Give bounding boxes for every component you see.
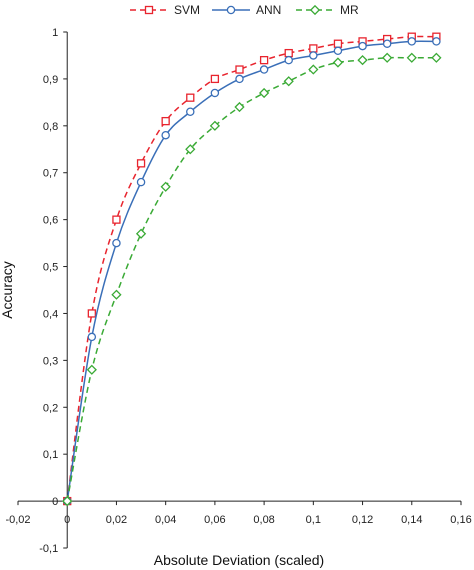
- x-tick-label: -0,02: [5, 514, 30, 526]
- data-point-mr: [357, 55, 368, 66]
- series-ann: [62, 37, 441, 506]
- data-point-svm: [333, 39, 343, 48]
- y-tick-label: 0,8: [43, 121, 58, 133]
- x-axis-title: Absolute Deviation (scaled): [154, 552, 324, 568]
- series-mr: [62, 52, 442, 507]
- legend-item-mr: MR: [296, 3, 359, 17]
- data-point-svm: [235, 65, 244, 74]
- series-layer: [62, 32, 442, 507]
- y-tick-label: 0: [52, 496, 58, 508]
- data-point-ann: [161, 130, 170, 140]
- data-point-svm: [309, 44, 318, 53]
- legend-item-ann: ANN: [212, 3, 281, 17]
- series-line-ann: [66, 40, 437, 502]
- data-point-svm: [284, 48, 293, 58]
- data-point-mr: [258, 87, 270, 99]
- legend-item-svm: SVM: [130, 3, 200, 17]
- data-point-mr: [111, 289, 122, 300]
- data-point-mr: [160, 181, 171, 192]
- data-point-ann: [186, 107, 195, 116]
- data-point-svm: [112, 215, 121, 224]
- axes: -0,1 0 0,1 0,2 0,3 0,4 0,5 0,6 0,7 0,8 0,9 1 -0,02 0 0…: [5, 27, 471, 555]
- data-point-mr: [185, 144, 196, 155]
- data-point-ann: [407, 37, 417, 46]
- x-tick-label: 0: [64, 514, 70, 526]
- data-point-svm: [259, 55, 269, 65]
- legend: SVM ANN MR: [130, 3, 359, 17]
- data-point-mr: [86, 364, 97, 375]
- data-point-ann: [309, 51, 318, 60]
- x-tick-label: 0,16: [450, 514, 471, 526]
- data-point-mr: [431, 52, 442, 63]
- y-tick-label: -0,1: [39, 543, 58, 555]
- y-tick-label: 0,1: [43, 449, 58, 461]
- x-tick-label: 0,02: [106, 514, 127, 526]
- series-line-mr: [66, 56, 437, 502]
- series-svm: [63, 32, 441, 506]
- data-point-ann: [284, 55, 293, 65]
- data-point-svm: [161, 116, 170, 126]
- data-point-svm: [210, 74, 220, 84]
- y-tick-label: 0,7: [43, 168, 58, 180]
- legend-marker: [226, 5, 236, 15]
- data-point-mr: [135, 228, 147, 239]
- x-tick-label: 0,08: [253, 514, 274, 526]
- y-tick-label: 0,3: [43, 355, 58, 367]
- x-tick-label: 0,06: [204, 514, 225, 526]
- y-tick-label: 0,6: [43, 215, 58, 227]
- series-line-svm: [66, 35, 437, 502]
- legend-marker: [144, 5, 154, 15]
- y-tick-label: 0,5: [43, 262, 58, 274]
- legend-label: MR: [340, 3, 359, 17]
- data-point-mr: [62, 495, 73, 507]
- data-point-mr: [406, 52, 417, 63]
- data-point-mr: [332, 57, 344, 68]
- data-point-ann: [382, 39, 392, 48]
- data-point-svm: [136, 159, 146, 168]
- y-tick-label: 0,4: [43, 308, 58, 320]
- x-tick-label: 0,04: [155, 514, 176, 526]
- data-point-ann: [136, 177, 146, 187]
- data-point-svm: [186, 93, 195, 102]
- legend-label: ANN: [256, 3, 281, 17]
- data-point-mr: [209, 120, 221, 131]
- data-point-ann: [358, 41, 367, 51]
- data-point-ann: [235, 74, 244, 84]
- legend-marker: [309, 4, 321, 16]
- x-tick-label: 0,1: [306, 514, 321, 526]
- data-point-ann: [259, 65, 269, 74]
- legend-label: SVM: [174, 3, 200, 17]
- data-point-ann: [210, 88, 220, 98]
- data-point-mr: [234, 101, 245, 113]
- data-point-svm: [87, 309, 96, 318]
- data-point-mr: [308, 64, 319, 75]
- data-point-ann: [87, 332, 97, 342]
- x-tick-label: 0,14: [401, 514, 422, 526]
- y-tick-label: 0,9: [43, 74, 58, 86]
- y-tick-label: 0,2: [43, 402, 58, 414]
- y-tick-label: 1: [52, 27, 58, 39]
- y-axis-title: Accuracy: [0, 261, 15, 319]
- x-tick-label: 0,12: [352, 514, 373, 526]
- data-point-mr: [382, 52, 393, 63]
- data-point-mr: [283, 76, 294, 87]
- data-point-ann: [432, 37, 441, 46]
- data-point-ann: [333, 46, 343, 56]
- data-point-ann: [112, 238, 121, 248]
